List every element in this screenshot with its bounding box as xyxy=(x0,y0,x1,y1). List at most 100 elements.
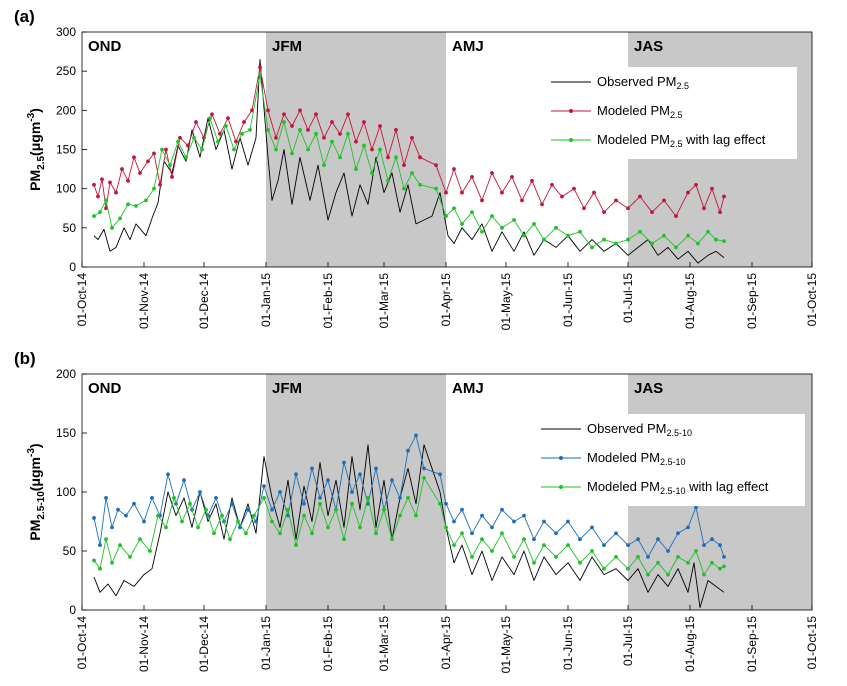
series-point-2 xyxy=(228,537,232,542)
x-tick-label: 01-Mar-15 xyxy=(377,616,391,672)
series-point-2 xyxy=(160,147,164,152)
series-point-1 xyxy=(578,537,582,542)
series-point-2 xyxy=(512,218,516,222)
series-point-1 xyxy=(318,496,322,500)
series-point-1 xyxy=(350,490,354,494)
series-point-1 xyxy=(104,496,108,500)
series-point-2 xyxy=(490,549,494,553)
series-point-2 xyxy=(270,519,274,524)
series-point-2 xyxy=(542,543,546,547)
series-point-1 xyxy=(500,507,504,512)
series-point-1 xyxy=(108,180,112,185)
series-point-2 xyxy=(172,496,176,500)
series-point-1 xyxy=(460,190,464,195)
x-tick-label: 01-Aug-15 xyxy=(683,273,697,329)
series-point-1 xyxy=(230,501,234,506)
series-point-2 xyxy=(522,537,526,542)
series-point-1 xyxy=(602,543,606,547)
series-point-2 xyxy=(460,222,464,226)
series-line-2 xyxy=(93,477,725,576)
series-point-1 xyxy=(702,206,706,211)
series-point-1 xyxy=(490,525,494,530)
y-tick-label: 150 xyxy=(56,426,76,440)
legend-entry-sub: 2.5 xyxy=(676,81,689,91)
series-point-1 xyxy=(710,186,714,191)
series-point-2 xyxy=(480,537,484,542)
series-point-2 xyxy=(702,572,706,577)
series-point-1 xyxy=(686,525,690,530)
series-point-1 xyxy=(614,531,618,536)
series-point-1 xyxy=(146,159,150,164)
legend-entry-0: Observed PM2.5 xyxy=(597,74,689,91)
series-point-1 xyxy=(374,466,378,471)
x-tick-label: 01-Dec-14 xyxy=(197,616,211,672)
x-tick-label: 01-Aug-15 xyxy=(683,616,697,672)
series-point-1 xyxy=(294,472,298,477)
series-point-1 xyxy=(710,537,714,542)
legend-marker-1 xyxy=(559,456,563,460)
y-tick-label: 150 xyxy=(56,143,76,157)
series-point-1 xyxy=(110,525,114,530)
series-point-2 xyxy=(452,543,456,547)
series-point-1 xyxy=(674,214,678,218)
series-point-2 xyxy=(92,214,96,218)
series-point-2 xyxy=(410,171,414,175)
series-line-1 xyxy=(93,66,725,217)
series-point-1 xyxy=(198,490,202,494)
series-point-1 xyxy=(542,519,546,524)
series-point-2 xyxy=(92,558,96,563)
series-point-2 xyxy=(286,507,290,512)
series-point-1 xyxy=(582,206,586,211)
series-point-2 xyxy=(156,513,160,518)
y-tick-label: 300 xyxy=(56,25,76,39)
series-point-2 xyxy=(134,204,138,208)
x-tick-label: 01-Apr-15 xyxy=(439,616,453,670)
series-point-1 xyxy=(278,490,282,494)
series-point-2 xyxy=(674,245,678,250)
series-point-1 xyxy=(186,143,190,148)
series-point-2 xyxy=(126,202,130,207)
series-point-2 xyxy=(204,507,208,512)
series-point-2 xyxy=(470,210,474,215)
series-point-1 xyxy=(132,501,136,506)
x-tick-label: 01-Nov-14 xyxy=(137,616,151,672)
series-point-2 xyxy=(192,135,196,140)
series-point-2 xyxy=(334,507,338,512)
series-point-1 xyxy=(254,519,258,524)
series-point-1 xyxy=(234,139,238,144)
x-tick-label: 01-Feb-15 xyxy=(321,616,335,672)
series-point-2 xyxy=(390,537,394,542)
series-point-1 xyxy=(402,163,406,168)
legend-entry-2: Modeled PM2.5 with lag effect xyxy=(597,132,766,149)
series-point-1 xyxy=(646,555,650,559)
y-axis-label: PM2.5(μgm-3) xyxy=(26,108,47,191)
season-label-2: AMJ xyxy=(452,38,484,55)
series-point-2 xyxy=(110,225,114,230)
series-point-2 xyxy=(188,501,192,506)
series-point-2 xyxy=(200,147,204,152)
series-point-2 xyxy=(418,182,422,187)
series-point-2 xyxy=(636,555,640,559)
legend-entry-sub: 2.5-10 xyxy=(660,486,686,496)
series-point-1 xyxy=(452,167,456,171)
x-tick-label: 01-Jan-15 xyxy=(259,616,273,670)
series-point-2 xyxy=(236,519,240,524)
series-point-1 xyxy=(262,484,266,488)
series-point-2 xyxy=(694,549,698,553)
series-point-1 xyxy=(370,147,374,152)
series-point-2 xyxy=(314,131,318,136)
series-point-1 xyxy=(532,537,536,542)
series-point-2 xyxy=(138,537,142,542)
series-point-1 xyxy=(550,182,554,187)
series-point-2 xyxy=(710,560,714,565)
series-point-1 xyxy=(326,478,330,483)
series-point-2 xyxy=(98,210,102,215)
y-axis-label: PM2.5-10(μgm-3) xyxy=(26,443,47,540)
legend-entry-1: Modeled PM2.5 xyxy=(597,103,683,120)
x-tick-label: 01-Apr-15 xyxy=(439,273,453,327)
season-label-0: OND xyxy=(88,380,122,397)
series-point-1 xyxy=(306,128,310,132)
series-point-2 xyxy=(212,531,216,536)
series-point-2 xyxy=(398,513,402,518)
